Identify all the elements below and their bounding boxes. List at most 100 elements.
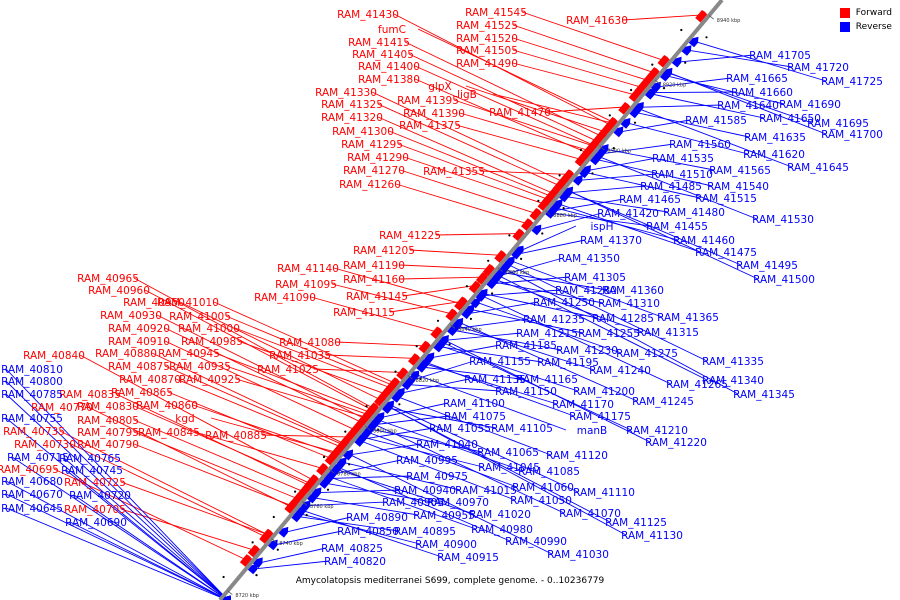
leader-line xyxy=(460,322,638,402)
gene-label: RAM_41160 xyxy=(343,274,405,286)
forward-gene xyxy=(628,89,641,102)
gene-label: RAM_41140 xyxy=(277,263,339,275)
leader-line xyxy=(5,380,229,600)
tick-label: 8720 kbp xyxy=(235,593,259,599)
gene-label: RAM_41005 xyxy=(169,311,231,323)
leader-line xyxy=(167,391,330,459)
leader-line xyxy=(344,462,461,491)
leader-line xyxy=(331,283,451,315)
gene-label: RAM_41520 xyxy=(456,33,518,45)
gene-label: RAM_41430 xyxy=(337,9,399,21)
gene-label: RAM_41585 xyxy=(685,115,747,127)
reverse-gene xyxy=(662,67,673,79)
gene-label: RAM_41170 xyxy=(552,399,614,411)
tick-mark xyxy=(708,15,714,20)
forward-gene xyxy=(562,169,574,182)
tick-label: 8920 kbp xyxy=(663,82,687,88)
gene-label: RAM_40770 xyxy=(31,402,93,414)
feature-mark xyxy=(272,515,275,519)
gene-label: RAM_40670 xyxy=(1,489,63,501)
gene-label: manB xyxy=(577,425,608,437)
leader-line xyxy=(641,104,723,108)
gene-label: RAM_41530 xyxy=(752,214,814,226)
feature-mark xyxy=(562,207,565,210)
gene-label: RAM_41505 xyxy=(456,45,518,57)
leader-line xyxy=(636,112,750,138)
gene-label: RAM_41510 xyxy=(651,169,713,181)
gene-label: RAM_40745 xyxy=(61,465,123,477)
legend-reverse: Reverse xyxy=(839,22,892,32)
leader-line xyxy=(5,393,229,600)
leader-line xyxy=(499,275,708,381)
leader-line xyxy=(285,516,352,533)
forward-gene xyxy=(657,55,670,68)
gene-label: RAM_41310 xyxy=(598,298,660,310)
leader-line xyxy=(409,384,501,392)
gene-label: RAM_41515 xyxy=(695,193,757,205)
gene-label: RAM_40910 xyxy=(108,336,170,348)
reverse-gene xyxy=(319,478,330,489)
leader-line xyxy=(225,315,392,386)
leader-line xyxy=(313,368,402,373)
gene-label: RAM_40990 xyxy=(505,536,567,548)
feature-mark xyxy=(419,377,422,380)
gene-label: RAM_41070 xyxy=(559,508,621,520)
gene-label: RAM_40900 xyxy=(415,539,477,551)
feature-mark xyxy=(326,488,330,491)
gene-label: RAM_40875 xyxy=(108,361,170,373)
leader-line xyxy=(627,122,749,155)
leader-line xyxy=(580,173,657,181)
gene-label: RAM_40970 xyxy=(427,497,489,509)
gene-label: RAM_41355 xyxy=(423,166,485,178)
gene-label: RAM_41700 xyxy=(821,129,883,141)
leader-line xyxy=(509,264,708,362)
reverse-gene xyxy=(579,167,589,179)
leader-line xyxy=(5,493,229,600)
gene-label: RAM_41030 xyxy=(547,549,609,561)
gene-label: RAM_40820 xyxy=(324,556,386,568)
forward-gene xyxy=(695,10,708,23)
reverse-gene xyxy=(552,199,563,210)
leader-line xyxy=(175,378,340,447)
leader-line xyxy=(63,457,229,600)
feature-mark xyxy=(537,199,540,202)
gene-label: RAM_41280 xyxy=(555,285,617,297)
leader-line xyxy=(133,443,291,506)
leader-line xyxy=(399,169,535,214)
feature-mark xyxy=(579,148,583,152)
leader-line xyxy=(518,239,586,255)
forward-gene xyxy=(605,118,617,130)
leader-line xyxy=(371,428,483,453)
leader-line xyxy=(70,443,265,537)
forward-gene xyxy=(328,445,343,461)
gene-label: RAM_41645 xyxy=(787,162,849,174)
leader-line xyxy=(417,374,567,431)
gene-label: RAM_40845 xyxy=(138,427,200,439)
leader-line xyxy=(521,225,577,251)
leader-line xyxy=(606,148,715,171)
leader-line xyxy=(300,513,421,545)
gene-label: RAM_41075 xyxy=(444,411,506,423)
gene-label: RAM_40880 xyxy=(95,348,157,360)
leader-line xyxy=(512,37,647,81)
gene-label: RAM_41465 xyxy=(619,194,681,206)
leader-line xyxy=(454,330,562,351)
gene-label: RAM_40835 xyxy=(59,389,121,401)
leader-line xyxy=(597,159,713,187)
feature-mark xyxy=(255,574,258,577)
gene-label: RAM_40735 xyxy=(3,426,65,438)
reverse-gene xyxy=(613,126,624,138)
leader-line xyxy=(398,396,552,456)
gene-label: RAM_41405 xyxy=(352,49,414,61)
gene-label: RAM_41065 xyxy=(477,447,539,459)
leader-line xyxy=(492,93,611,124)
leader-line xyxy=(179,301,380,400)
gene-label: RAM_41535 xyxy=(652,153,714,165)
feature-mark xyxy=(377,428,380,431)
gene-label: RAM_41620 xyxy=(743,149,805,161)
leader-line xyxy=(586,172,701,199)
forward-gene xyxy=(418,340,431,354)
leader-line xyxy=(545,106,624,113)
gene-label: RAM_41375 xyxy=(399,120,461,132)
